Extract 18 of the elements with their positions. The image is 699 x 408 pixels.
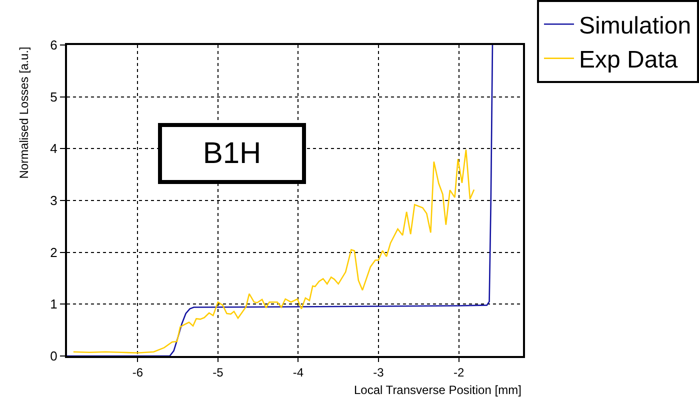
x-axis-title: Local Transverse Position [mm] (354, 383, 522, 397)
y-tick-label: 0 (50, 348, 58, 364)
legend-label: Exp Data (579, 46, 678, 74)
y-tick-label: 3 (50, 193, 58, 208)
x-tick-label: -3 (373, 365, 384, 380)
x-tick-label: -2 (453, 365, 464, 380)
y-tick-label: 1 (50, 296, 58, 312)
line-series (67, 45, 494, 356)
annotation: B1H (202, 137, 262, 170)
x-tick-label: -4 (292, 365, 304, 380)
x-tick-label: -5 (212, 365, 224, 380)
x-tick-label: -6 (132, 365, 144, 380)
y-axis-title: Normalised Losses [a.u.] (16, 46, 31, 179)
y-tick-label: 6 (50, 38, 58, 53)
y-tick-label: 4 (50, 141, 58, 156)
legend-label: Simulation (579, 12, 692, 40)
y-tick-label: 5 (50, 89, 58, 104)
y-tick-label: 2 (50, 244, 58, 260)
